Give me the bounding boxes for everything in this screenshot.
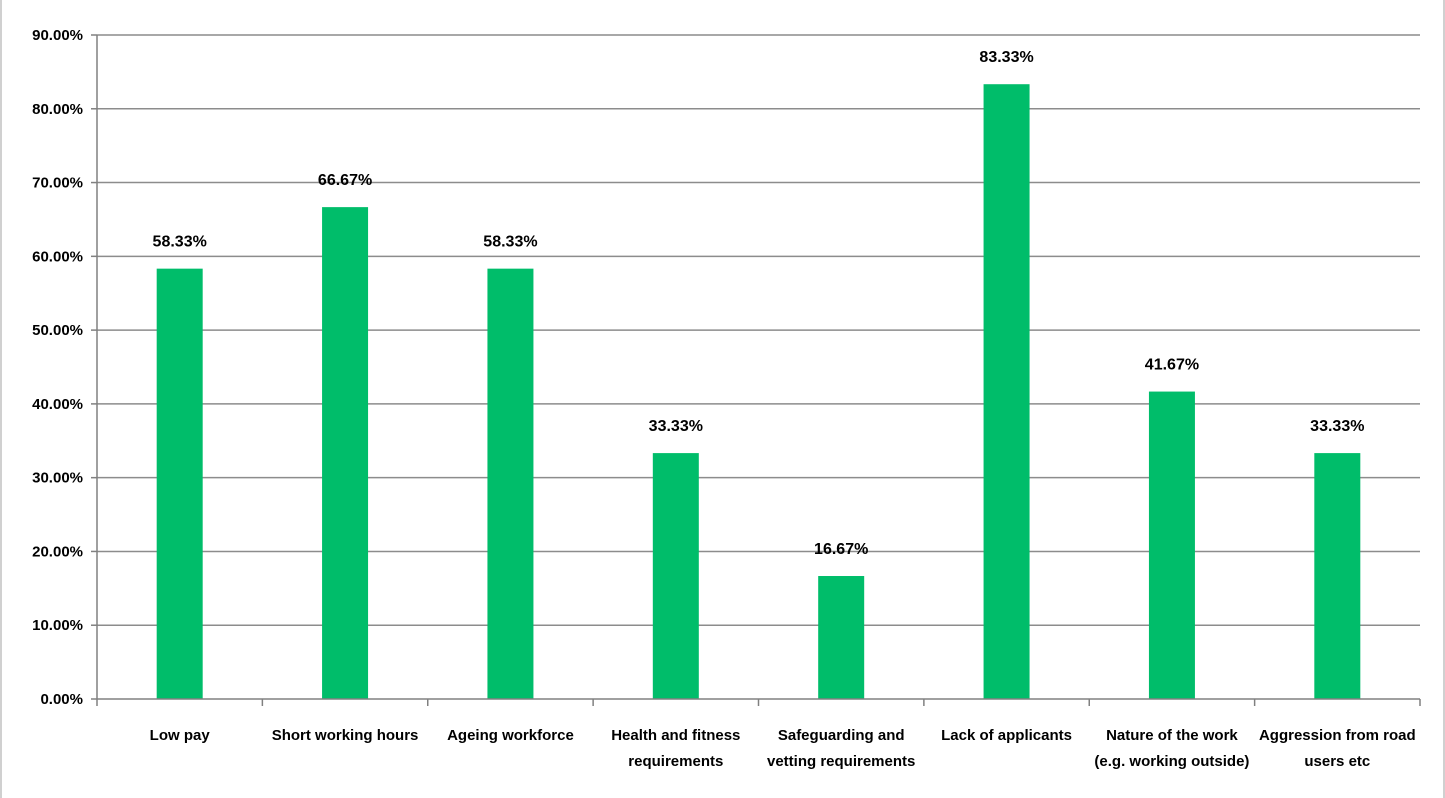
x-category-label: Lack of applicants [941,727,1072,744]
data-label: 58.33% [483,234,537,251]
y-tick-label: 0.00% [40,691,83,708]
data-label: 33.33% [1310,418,1364,435]
bar [157,269,203,699]
y-tick-label: 80.00% [32,101,83,118]
x-category-label-line: users etc [1304,753,1370,770]
x-category-label: Ageing workforce [447,727,574,744]
y-tick-label: 60.00% [32,248,83,265]
y-tick-label: 50.00% [32,322,83,339]
x-category-label-line: (e.g. working outside) [1094,753,1249,770]
x-category-label-line: Health and fitness [611,727,740,744]
bar [1149,392,1195,699]
y-axis-tick-labels: 0.00% 10.00% 20.00% 30.00% 40.00% 50.00% 60.00… [32,27,97,708]
x-category-label: Safeguarding and vetting requirements [767,727,915,770]
bar [487,269,533,699]
x-axis-category-labels: Low pay Short working hours Ageing workfor… [150,727,1416,770]
x-category-label-line: vetting requirements [767,753,915,770]
bar [984,84,1030,699]
x-category-label-line: Ageing workforce [447,727,574,744]
y-gridlines [97,35,1420,625]
x-category-label-line: requirements [628,753,723,770]
bar [653,453,699,699]
data-label: 16.67% [814,541,868,558]
x-category-label: Aggression from road users etc [1259,727,1416,770]
x-category-label: Low pay [150,727,211,744]
data-label: 41.67% [1145,357,1199,374]
data-label: 33.33% [649,418,703,435]
data-label: 83.33% [979,49,1033,66]
data-label: 58.33% [153,234,207,251]
y-tick-label: 30.00% [32,470,83,487]
x-category-label-line: Safeguarding and [778,727,905,744]
bar [322,207,368,699]
y-tick-label: 20.00% [32,543,83,560]
x-category-label: Nature of the work (e.g. working outside) [1094,727,1249,770]
x-category-label-line: Nature of the work [1106,727,1238,744]
x-category-label-line: Low pay [150,727,211,744]
x-category-label-line: Short working hours [272,727,419,744]
y-tick-label: 10.00% [32,617,83,634]
y-tick-label: 70.00% [32,175,83,192]
x-category-label-line: Aggression from road [1259,727,1416,744]
bar [818,576,864,699]
y-tick-label: 90.00% [32,27,83,44]
x-category-label: Health and fitness requirements [611,727,740,770]
data-label: 66.67% [318,172,372,189]
x-category-label-line: Lack of applicants [941,727,1072,744]
x-category-label: Short working hours [272,727,419,744]
bar [1314,453,1360,699]
x-tick-marks [97,699,1420,706]
y-tick-label: 40.00% [32,396,83,413]
